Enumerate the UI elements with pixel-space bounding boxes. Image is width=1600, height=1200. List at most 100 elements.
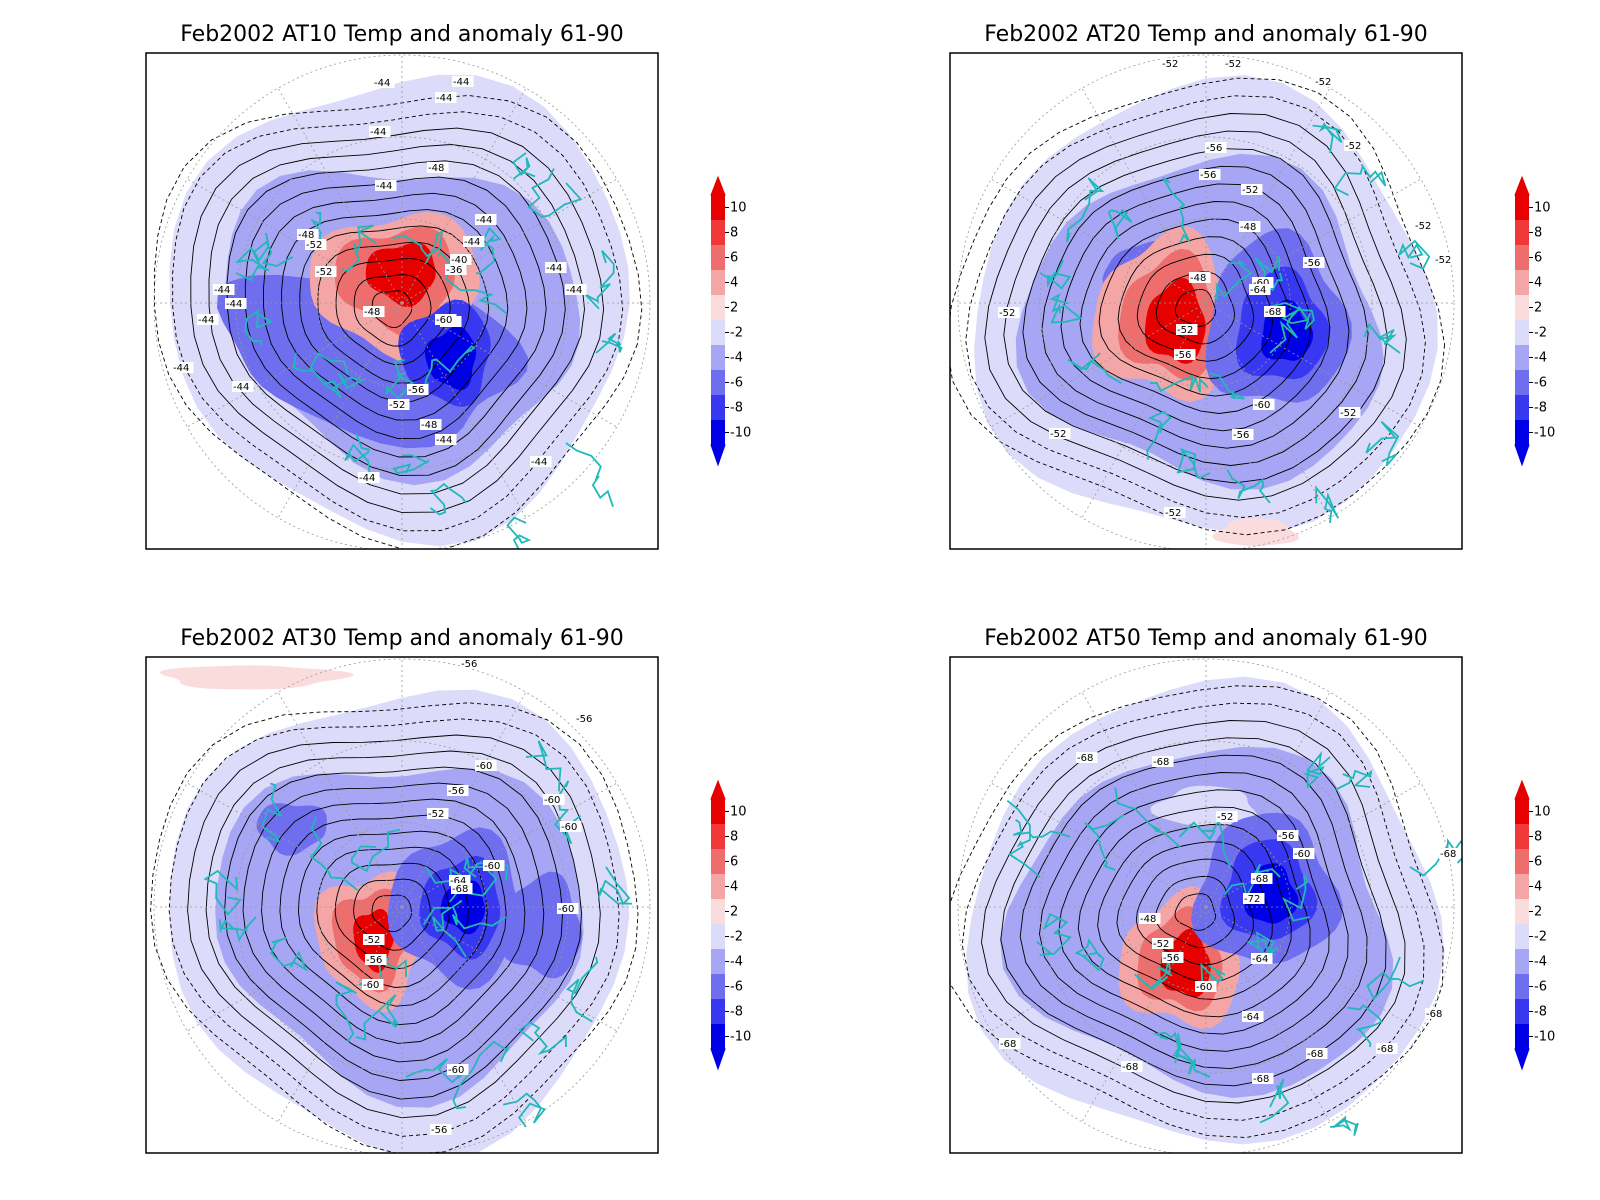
svg-text:-44: -44: [531, 457, 547, 468]
coastline: [475, 226, 502, 275]
contour-label: -48: [1239, 221, 1261, 233]
meridian-line: [1081, 906, 1207, 1122]
contour-line: [1174, 288, 1217, 327]
temperature-contours: [150, 702, 639, 1153]
colorbar-tick-label: -2: [730, 326, 743, 341]
colorbar-segment: [711, 874, 725, 899]
coastline: [1146, 410, 1172, 460]
colorbar-segment: [1515, 974, 1529, 999]
latitude-circle: [317, 822, 487, 992]
svg-text:-52: -52: [1345, 141, 1361, 152]
svg-text:-68: -68: [1377, 1044, 1393, 1055]
colorbar-tick-label: -4: [730, 955, 743, 970]
svg-text:-44: -44: [370, 127, 386, 138]
contour-label: -56: [1162, 952, 1184, 964]
contour-label: -64: [449, 875, 471, 887]
meridian-line: [401, 906, 527, 1122]
colorbar-segment: [1515, 220, 1529, 245]
meridian-line: [277, 692, 403, 908]
contour-label: -44: [375, 180, 397, 192]
svg-text:-56: -56: [576, 714, 592, 725]
colorbar-segment: [711, 245, 725, 270]
svg-text:-36: -36: [446, 265, 462, 276]
colorbar-segment: [1515, 395, 1529, 420]
contour-label: -40: [450, 254, 472, 266]
svg-text:-52: -52: [389, 400, 405, 411]
contour-line: [1039, 772, 1349, 1052]
coastline: [244, 309, 272, 346]
svg-text:-48: -48: [1190, 273, 1206, 284]
coastline: [269, 937, 308, 972]
contour-label: -60: [475, 760, 497, 772]
svg-text:-56: -56: [431, 1125, 447, 1136]
coastline: [451, 900, 507, 930]
svg-text:-68: -68: [1122, 1062, 1138, 1073]
contour-label: -68: [1425, 1008, 1447, 1020]
svg-text:-68: -68: [1153, 757, 1169, 768]
svg-text:-68: -68: [1426, 1009, 1442, 1020]
colorbar-tick-label: -4: [730, 351, 743, 366]
contour-label: -44: [475, 214, 497, 226]
coastline: [252, 232, 294, 267]
colorbar: 10 8 6 4 2 -2 -4 -6 -8 -10: [710, 175, 751, 467]
svg-text:-68: -68: [1252, 874, 1268, 885]
svg-text:-44: -44: [233, 382, 249, 393]
latitude-circle: [317, 218, 487, 388]
coastline: [1209, 372, 1245, 400]
colorbar-tick-label: -8: [1534, 401, 1547, 416]
contour-line: [281, 209, 509, 421]
coastline: [1335, 769, 1373, 791]
svg-text:-56: -56: [1233, 430, 1249, 441]
colorbar-segment: [711, 949, 725, 974]
meridian-line: [401, 302, 527, 518]
coastline: [1333, 164, 1387, 197]
meridian-line: [401, 178, 617, 304]
meridian-line: [1081, 692, 1207, 908]
coastline: [1162, 176, 1191, 244]
colorbar-segment: [1515, 824, 1529, 849]
svg-text:-44: -44: [453, 77, 469, 88]
svg-text:-52: -52: [1153, 939, 1169, 950]
contour-line: [150, 702, 639, 1153]
coastline: [512, 152, 536, 180]
contour-label: -68: [451, 883, 473, 895]
colorbar-segment: [1515, 899, 1529, 924]
meridian-line: [401, 692, 527, 908]
coastline: [1049, 293, 1083, 324]
colorbar-segment: [711, 899, 725, 924]
temperature-contours: [153, 95, 643, 549]
contour-line: [190, 127, 605, 513]
contour-label: -52: [998, 307, 1020, 319]
coastline: [525, 740, 562, 792]
meridian-line: [1205, 302, 1421, 428]
coastline: [452, 1040, 510, 1110]
meridian-line: [401, 88, 527, 304]
svg-text:-56: -56: [1175, 350, 1191, 361]
colorbar-segment: [1515, 799, 1529, 824]
svg-text:-52: -52: [1435, 255, 1451, 266]
contour-label: -44: [565, 284, 587, 296]
colorbar-tick-label: -6: [730, 980, 743, 995]
colorbar-segment: [711, 395, 725, 420]
colorbar-max-arrow: [710, 779, 726, 800]
contour-label: -52: [1344, 140, 1366, 152]
coastline: [355, 994, 399, 1041]
coastline: [1281, 306, 1315, 330]
contour-labels: -52 -52-52-56 -52-56-52-48-48 -60-64-68-56-…: [998, 58, 1456, 519]
contour-label: -48: [420, 419, 442, 431]
svg-text:-44: -44: [374, 78, 390, 89]
map-area: -44 -44-44-44-44-44-48-44-40-36-48-52-52-…: [153, 54, 651, 549]
contour-label: -52: [1161, 58, 1183, 70]
contour-label: -44: [232, 381, 254, 393]
contour-label: -68: [1264, 306, 1286, 318]
colorbar-tick-label: 10: [730, 805, 747, 820]
svg-text:-52: -52: [1315, 77, 1331, 88]
colorbar-tick-label: -6: [1534, 980, 1547, 995]
colorbar-segment: [1515, 420, 1529, 445]
coastline: [1312, 122, 1343, 154]
svg-text:-52: -52: [1217, 812, 1233, 823]
latitude-circle: [1121, 822, 1291, 992]
colorbar-tick-label: 8: [730, 226, 738, 241]
colorbar-tick-label: -10: [730, 1030, 751, 1045]
colorbar-segment: [1515, 345, 1529, 370]
